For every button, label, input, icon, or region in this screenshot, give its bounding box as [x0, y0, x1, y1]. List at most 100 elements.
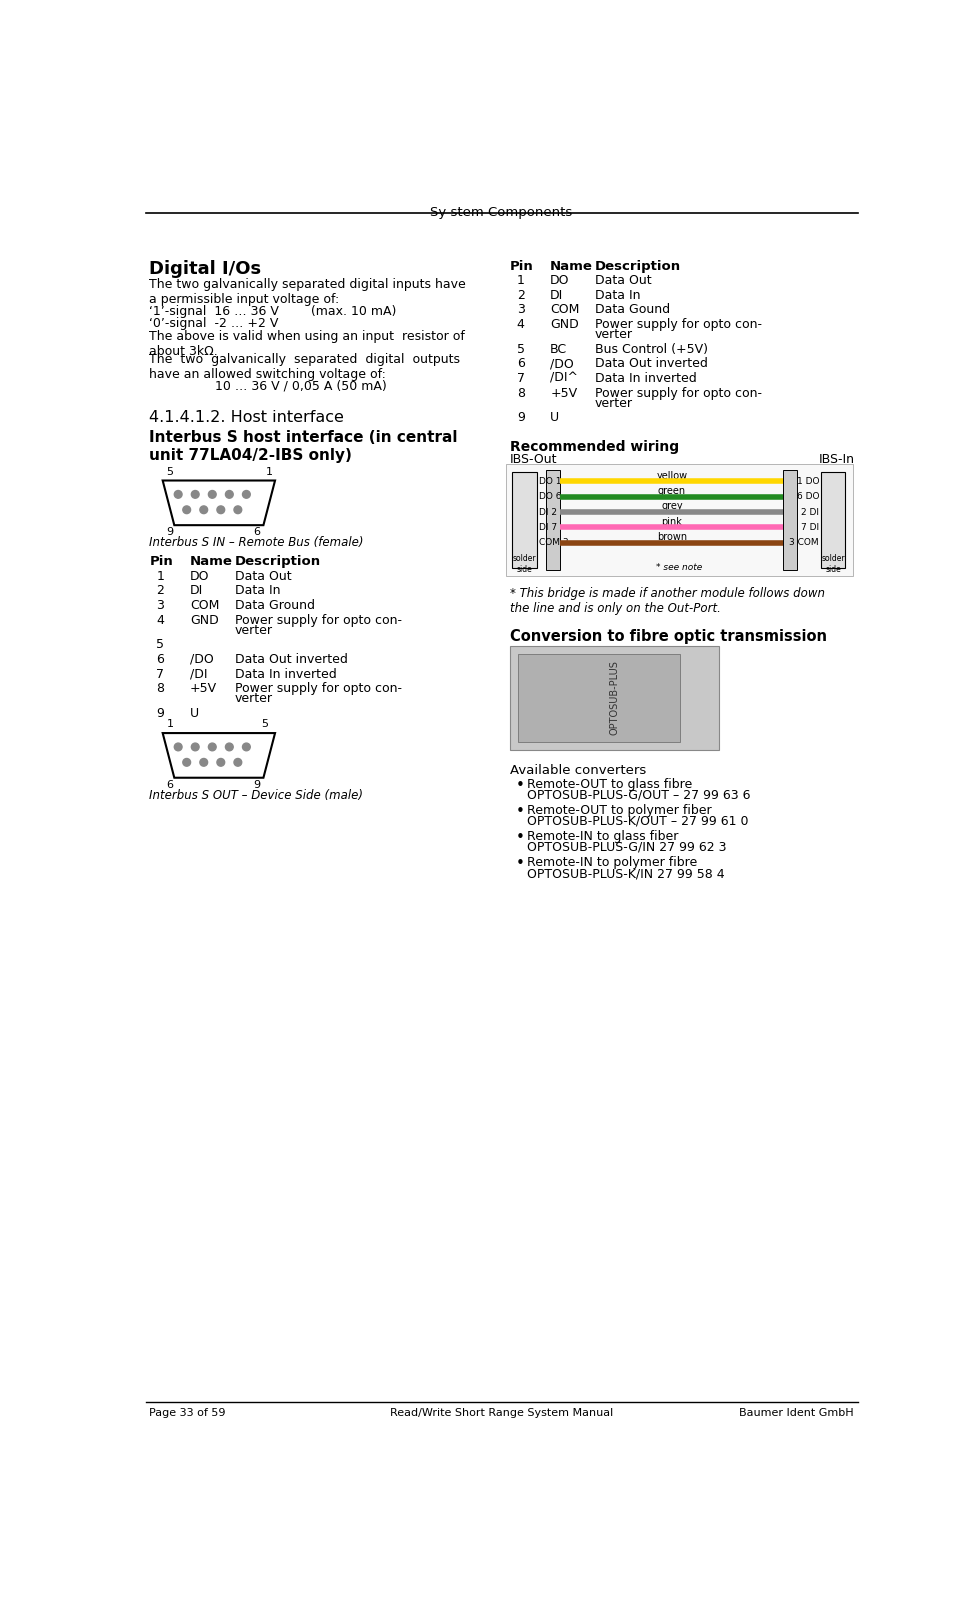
- Text: Name: Name: [190, 555, 233, 569]
- Text: GND: GND: [550, 318, 578, 331]
- Text: 9: 9: [166, 527, 173, 537]
- Text: Page 33 of 59: Page 33 of 59: [150, 1408, 226, 1419]
- Text: DO: DO: [550, 275, 569, 288]
- Text: 2: 2: [156, 585, 164, 598]
- Text: Pin: Pin: [150, 555, 173, 569]
- Text: 9: 9: [253, 780, 260, 789]
- Circle shape: [174, 743, 182, 751]
- Text: 9: 9: [516, 411, 524, 423]
- Text: Available converters: Available converters: [510, 764, 645, 777]
- Text: Description: Description: [595, 259, 681, 273]
- Text: 1: 1: [166, 719, 173, 729]
- Text: 6 DO: 6 DO: [796, 492, 819, 502]
- Text: Interbus S OUT – Device Side (male): Interbus S OUT – Device Side (male): [150, 788, 363, 802]
- Bar: [506, 465, 853, 575]
- Text: Data Ground: Data Ground: [235, 599, 315, 612]
- Text: GND: GND: [190, 614, 218, 626]
- Text: 3: 3: [156, 599, 164, 612]
- Text: Interbus S IN – Remote Bus (female): Interbus S IN – Remote Bus (female): [150, 535, 364, 550]
- Text: BC: BC: [550, 342, 566, 356]
- Text: Remote-OUT to glass fibre: Remote-OUT to glass fibre: [526, 778, 691, 791]
- Text: IBS-Out: IBS-Out: [510, 452, 556, 465]
- Text: solder
side: solder side: [512, 555, 536, 574]
- Text: 5: 5: [516, 342, 524, 356]
- Text: yellow: yellow: [655, 470, 687, 481]
- Text: Conversion to fibre optic transmission: Conversion to fibre optic transmission: [510, 630, 826, 644]
- Text: 6: 6: [156, 654, 164, 666]
- Bar: [517, 654, 680, 743]
- Text: Data In inverted: Data In inverted: [595, 372, 696, 385]
- Text: •: •: [515, 778, 524, 793]
- Text: DI 7: DI 7: [538, 523, 556, 532]
- Text: DO 6: DO 6: [538, 492, 560, 502]
- Bar: [782, 470, 797, 570]
- Text: 8: 8: [156, 682, 164, 695]
- Text: Data Out: Data Out: [595, 275, 651, 288]
- Text: 2 DI: 2 DI: [800, 508, 819, 516]
- Text: The  two  galvanically  separated  digital  outputs
have an allowed switching vo: The two galvanically separated digital o…: [150, 353, 460, 382]
- Text: solder
side: solder side: [821, 555, 844, 574]
- Text: COM: COM: [190, 599, 219, 612]
- Text: green: green: [657, 486, 686, 495]
- Bar: [820, 471, 845, 569]
- Text: /DI: /DI: [190, 668, 207, 681]
- Text: DO 1: DO 1: [538, 476, 560, 486]
- Text: Remote-OUT to polymer fiber: Remote-OUT to polymer fiber: [526, 804, 711, 817]
- Text: Remote-IN to polymer fibre: Remote-IN to polymer fibre: [526, 857, 696, 869]
- Text: 1: 1: [516, 275, 524, 288]
- Text: 3: 3: [516, 304, 524, 316]
- Text: DO: DO: [190, 570, 209, 583]
- Text: Sy stem Components: Sy stem Components: [429, 206, 572, 219]
- Text: OPTOSUB-PLUS-G/OUT – 27 99 63 6: OPTOSUB-PLUS-G/OUT – 27 99 63 6: [526, 788, 750, 802]
- Text: Baumer Ident GmbH: Baumer Ident GmbH: [737, 1408, 853, 1419]
- Text: Read/Write Short Range System Manual: Read/Write Short Range System Manual: [389, 1408, 612, 1419]
- Text: 5: 5: [261, 719, 268, 729]
- Text: Power supply for opto con-: Power supply for opto con-: [235, 614, 401, 626]
- Text: /DO: /DO: [550, 358, 573, 371]
- Text: * This bridge is made if another module follows down
the line and is only on the: * This bridge is made if another module …: [510, 586, 824, 615]
- Text: 9: 9: [156, 706, 164, 719]
- Circle shape: [174, 491, 182, 499]
- Circle shape: [234, 507, 242, 513]
- Text: 1 DO: 1 DO: [796, 476, 819, 486]
- Text: 4: 4: [516, 318, 524, 331]
- Text: Interbus S host interface (in central
unit 77LA04/2-IBS only): Interbus S host interface (in central un…: [150, 430, 458, 463]
- Bar: [546, 470, 559, 570]
- Circle shape: [191, 743, 199, 751]
- Text: 7: 7: [516, 372, 524, 385]
- Text: +5V: +5V: [550, 387, 577, 400]
- Text: Bus Control (+5V): Bus Control (+5V): [595, 342, 707, 356]
- Circle shape: [225, 491, 233, 499]
- Text: 1: 1: [156, 570, 164, 583]
- Text: Power supply for opto con-: Power supply for opto con-: [235, 682, 401, 695]
- Text: COM: COM: [550, 304, 579, 316]
- Text: /DO: /DO: [190, 654, 213, 666]
- Text: DI 2: DI 2: [538, 508, 556, 516]
- Text: OPTOSUB-PLUS: OPTOSUB-PLUS: [609, 660, 619, 735]
- Circle shape: [183, 759, 191, 765]
- Bar: [510, 646, 719, 749]
- Text: 4: 4: [156, 614, 164, 626]
- Text: 5: 5: [156, 638, 164, 652]
- Text: 6: 6: [516, 358, 524, 371]
- Circle shape: [243, 743, 250, 751]
- Text: brown: brown: [656, 532, 687, 542]
- Text: 7: 7: [156, 668, 164, 681]
- Circle shape: [217, 759, 224, 765]
- Text: Description: Description: [235, 555, 321, 569]
- Text: 1: 1: [265, 467, 273, 476]
- Text: /DI^: /DI^: [550, 372, 578, 385]
- Circle shape: [183, 507, 191, 513]
- Text: Recommended wiring: Recommended wiring: [510, 439, 679, 454]
- Circle shape: [208, 743, 216, 751]
- Circle shape: [200, 759, 207, 765]
- Circle shape: [243, 491, 250, 499]
- Text: Data Out inverted: Data Out inverted: [235, 654, 347, 666]
- Text: +5V: +5V: [190, 682, 217, 695]
- Text: pink: pink: [661, 516, 682, 527]
- Text: Remote-IN to glass fiber: Remote-IN to glass fiber: [526, 829, 678, 844]
- Bar: [511, 471, 537, 569]
- Text: ‘1’-signal  16 … 36 V        (max. 10 mA): ‘1’-signal 16 … 36 V (max. 10 mA): [150, 305, 396, 318]
- Text: •: •: [515, 829, 524, 845]
- Text: DI: DI: [190, 585, 202, 598]
